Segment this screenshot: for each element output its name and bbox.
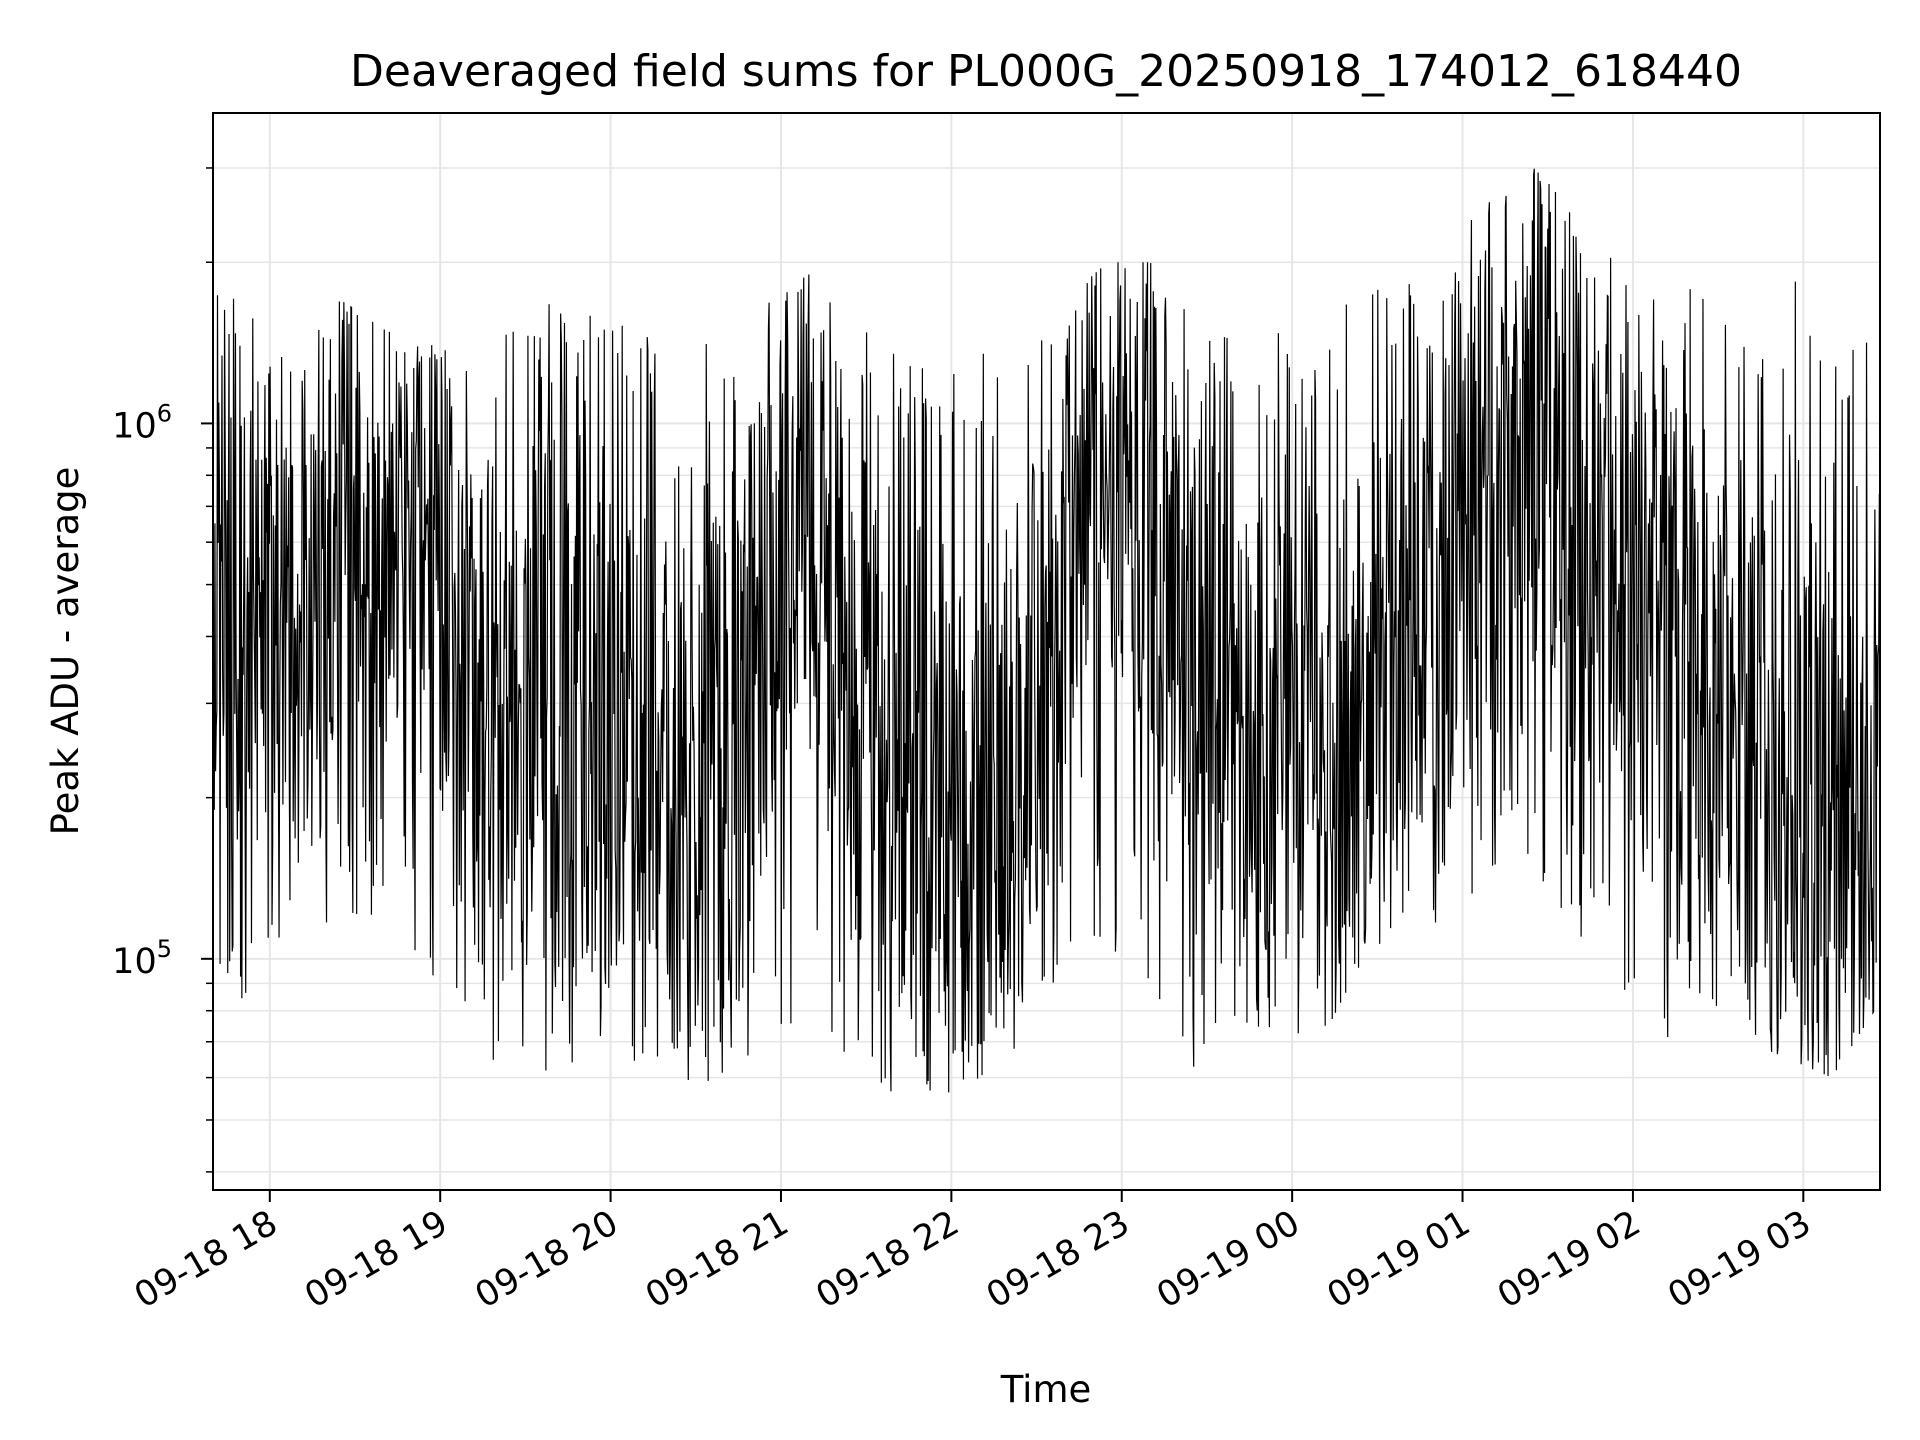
y-tick-base: 10: [112, 406, 157, 446]
x-tick-label: 09-19 02: [1491, 1203, 1647, 1316]
x-tick-label: 09-19 00: [1150, 1203, 1306, 1316]
y-tick-exponent: 5: [157, 935, 172, 963]
x-tick-label: 09-19 03: [1662, 1203, 1818, 1316]
x-tick-label: 09-18 23: [980, 1203, 1136, 1316]
x-tick-label: 09-18 21: [639, 1203, 795, 1316]
x-tick-label: 09-19 01: [1321, 1203, 1477, 1316]
x-tick-label: 09-18 22: [810, 1203, 966, 1316]
y-tick-label: 105: [112, 935, 172, 982]
plot-frame: [212, 112, 1881, 1191]
y-tick-base: 10: [112, 942, 157, 982]
series-layer: [212, 168, 1881, 1093]
chart-title: Deaveraged field sums for PL000G_2025091…: [350, 46, 1742, 97]
x-tick-label: 09-18 20: [469, 1203, 625, 1316]
x-tick-label: 09-18 18: [128, 1203, 284, 1316]
x-tick-label: 09-18 19: [298, 1203, 454, 1316]
y-axis-label: Peak ADU - average: [44, 467, 87, 836]
y-tick-exponent: 6: [157, 399, 172, 427]
x-axis-label: Time: [1000, 1368, 1092, 1411]
series-line: [212, 168, 1881, 1093]
y-tick-label: 106: [112, 399, 172, 446]
